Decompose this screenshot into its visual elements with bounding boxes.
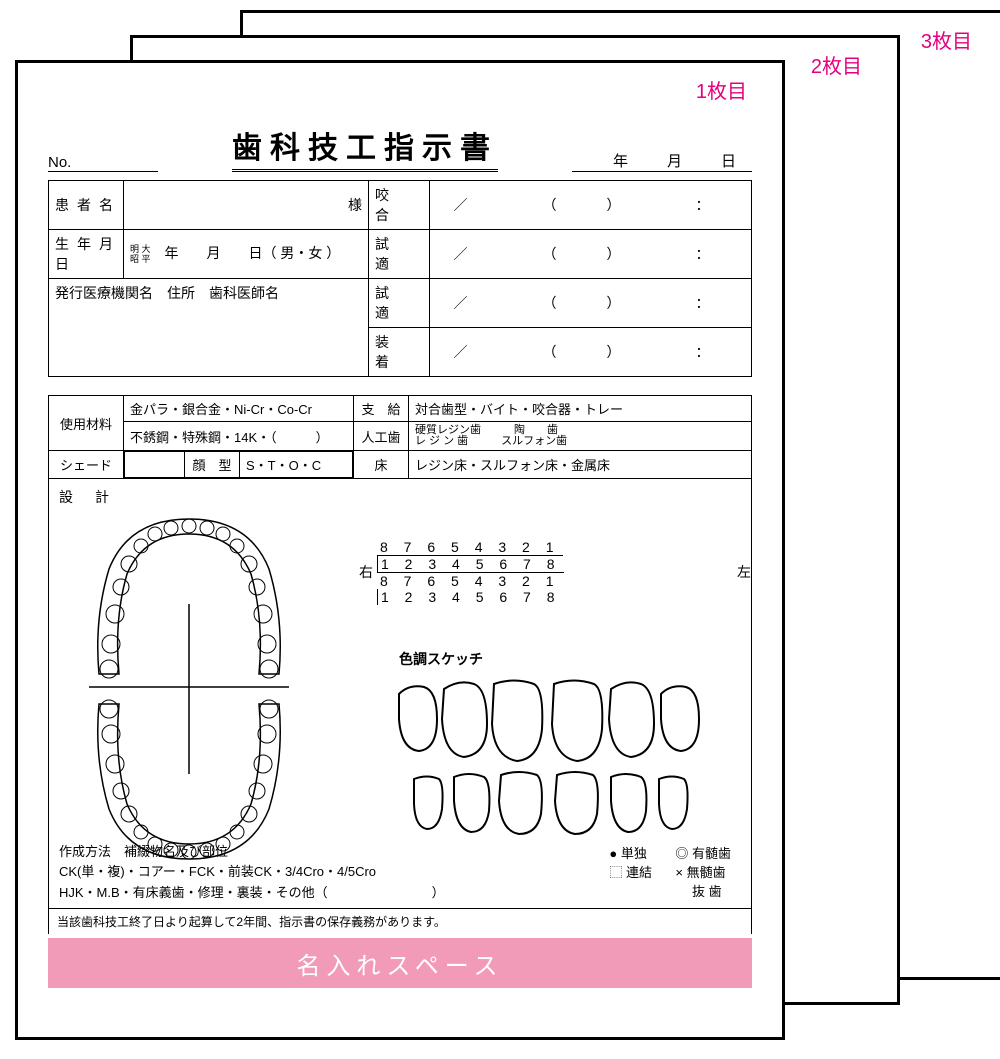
nums-ll: 1 2 3 4 5 6 7 8 [377, 589, 564, 605]
tooth-left-label: 左 [737, 562, 751, 582]
artificial-label: 人工歯 [354, 422, 409, 451]
legend-single: ● 単独 [609, 846, 646, 861]
methods-label: 作成方法 補綴物名及び部位 [59, 842, 539, 863]
shade-face: 顔 型 S・T・O・C [124, 451, 354, 479]
sched-label-1: 試 適 [369, 230, 430, 279]
sched-label-3: 装 着 [369, 328, 430, 377]
nums-ur: 8 7 6 5 4 3 2 1 [377, 539, 563, 556]
date-label: 年 月 日 [572, 150, 752, 172]
page-number-2: 2枚目 [811, 50, 862, 79]
floor-label: 床 [354, 451, 409, 479]
no-label: No. [48, 154, 158, 172]
patient-schedule-table: 患者名 様 咬 合 ／ （ ） ： 生年月日 明 大昭 平 年 月 日（ 男・女… [48, 180, 752, 377]
sched-val-0[interactable]: ／ （ ） ： [430, 181, 752, 230]
shade-field[interactable] [125, 452, 185, 478]
sketch-teeth-icon [379, 679, 719, 839]
footnote: 当該歯科技工終了日より起算して2年間、指示書の保存義務があります。 [48, 909, 752, 934]
tooth-arch-diagram [69, 509, 309, 869]
floor-val: レジン床・スルフォン床・金属床 [409, 451, 752, 479]
methods-block: 作成方法 補綴物名及び部位 CK(単・複)・コアー・FCK・前装CK・3/4Cr… [59, 842, 539, 904]
materials-row2: 不銹鋼・特殊鋼・14K・（ ） [124, 422, 354, 451]
design-label: 設 計 [59, 487, 741, 507]
artificial-vals: 硬質レジン歯 陶 歯レ ジ ン 歯 スルフォン歯 [409, 422, 752, 451]
tooth-right-label: 右 [359, 562, 373, 582]
nums-ul: 1 2 3 4 5 6 7 8 [377, 556, 564, 573]
tooth-number-chart: 右 8 7 6 5 4 3 2 11 2 3 4 5 6 7 8 8 7 6 5… [359, 539, 751, 605]
supply-val: 対合歯型・バイト・咬合器・トレー [409, 396, 752, 422]
dob-label: 生年月日 [49, 230, 124, 279]
sketch-label: 色調スケッチ [399, 649, 483, 669]
page-number-3: 3枚目 [921, 25, 972, 54]
legend-nonvital: × 無髄歯 [675, 865, 725, 880]
materials-table: 使用材料 金パラ・銀合金・Ni-Cr・Co-Cr 支 給 対合歯型・バイト・咬合… [48, 395, 752, 479]
patient-name-field[interactable]: 様 [124, 181, 369, 230]
methods-line1: CK(単・複)・コアー・FCK・前装CK・3/4Cro・4/5Cro [59, 862, 539, 883]
issuer-field[interactable]: 発行医療機関名 住所 歯科医師名 [49, 279, 369, 377]
face-label: 顔 型 [185, 452, 240, 478]
legend-vital: ◎ 有髄歯 [675, 846, 731, 861]
sched-val-3[interactable]: ／ （ ） ： [430, 328, 752, 377]
form-title: 歯科技工指示書 [232, 123, 498, 172]
form-header: No. 歯科技工指示書 年 月 日 [48, 123, 752, 172]
dob-text: 年 月 日（ 男・女 ） [165, 245, 341, 261]
form-page-1: 1枚目 No. 歯科技工指示書 年 月 日 患者名 様 咬 合 ／ （ ） ： … [15, 60, 785, 1040]
dob-field[interactable]: 明 大昭 平 年 月 日（ 男・女 ） [124, 230, 369, 279]
legend-connect: ⬚ 連結 [609, 865, 652, 880]
legend-block: ● 単独 ◎ 有髄歯 ⬚ 連結 × 無髄歯 抜 歯 [609, 843, 731, 900]
supply-label: 支 給 [354, 396, 409, 422]
methods-line2: HJK・M.B・有床義歯・修理・裏装・その他（ ） [59, 883, 539, 904]
shade-label: シェード [49, 451, 124, 479]
legend-ext: 抜 歯 [675, 884, 721, 899]
design-section: 設 計 [48, 479, 752, 909]
name-entry-bar: 名入れスペース [48, 938, 752, 988]
patient-name-label: 患者名 [49, 181, 124, 230]
face-val: S・T・O・C [240, 452, 353, 478]
sched-val-1[interactable]: ／ （ ） ： [430, 230, 752, 279]
sched-label-2: 試 適 [369, 279, 430, 328]
page-number-1: 1枚目 [696, 75, 747, 104]
nums-lr: 8 7 6 5 4 3 2 1 [377, 573, 563, 589]
sched-label-0: 咬 合 [369, 181, 430, 230]
era-text: 明 大昭 平 [130, 245, 151, 265]
materials-row1: 金パラ・銀合金・Ni-Cr・Co-Cr [124, 396, 354, 422]
sched-val-2[interactable]: ／ （ ） ： [430, 279, 752, 328]
materials-label: 使用材料 [49, 396, 124, 451]
